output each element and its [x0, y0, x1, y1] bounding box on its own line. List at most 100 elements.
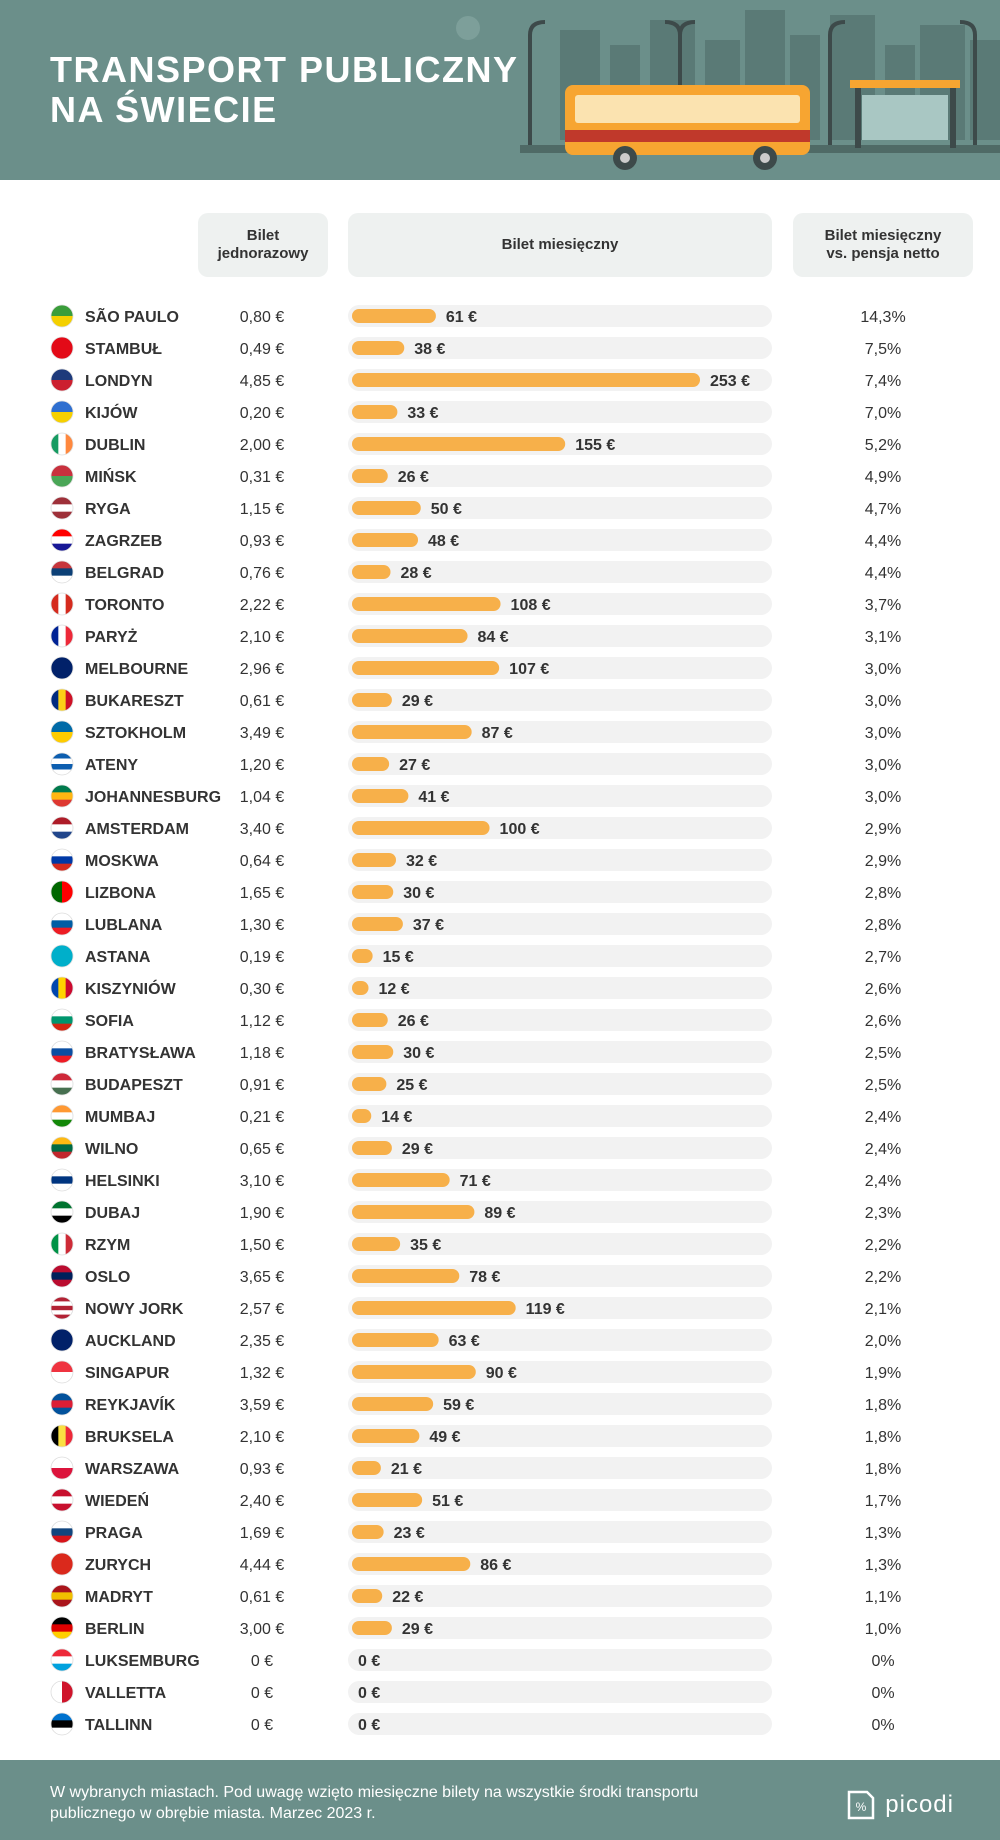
ratio-value: 1,3%	[865, 1525, 901, 1542]
city-label: KIJÓW	[85, 403, 138, 422]
flag-icon	[51, 1201, 73, 1223]
flag-outline	[50, 1488, 74, 1512]
flag-outline	[50, 1680, 74, 1704]
page-title: TRANSPORT PUBLICZNY NA ŚWIECIE	[50, 50, 519, 130]
flag-outline	[50, 720, 74, 744]
flag-outline	[50, 1200, 74, 1224]
ratio-value: 2,6%	[865, 981, 901, 998]
bar-track	[348, 305, 772, 327]
bar	[352, 1109, 372, 1123]
city-label: SOFIA	[85, 1013, 134, 1030]
single-ticket-value: 3,65 €	[240, 1269, 285, 1286]
city-label: WILNO	[85, 1141, 138, 1158]
single-ticket-value: 0,65 €	[240, 1141, 285, 1158]
bar-value-label: 29 €	[402, 1141, 433, 1158]
table-row: OSLO 3,65 € 78 € 2,2%	[50, 1264, 901, 1288]
table-row: VALLETTA 0 € 0 € 0%	[50, 1680, 895, 1704]
table-row: MUMBAJ 0,21 € 14 € 2,4%	[50, 1104, 901, 1128]
flag-outline	[50, 1232, 74, 1256]
table-row: MIŃSK 0,31 € 26 € 4,9%	[50, 464, 901, 488]
bar-track	[348, 1041, 772, 1063]
flag-icon	[51, 1713, 73, 1735]
single-ticket-value: 2,00 €	[240, 437, 285, 454]
header: TRANSPORT PUBLICZNY NA ŚWIECIE	[0, 0, 1000, 180]
flag-outline	[50, 560, 74, 584]
single-ticket-value: 0,21 €	[240, 1109, 285, 1126]
bar	[352, 309, 436, 323]
city-label: DUBLIN	[85, 437, 145, 454]
ratio-value: 3,0%	[865, 693, 901, 710]
flag-outline	[50, 432, 74, 456]
bar-value-label: 14 €	[381, 1109, 412, 1126]
bar	[352, 725, 472, 739]
flag-icon	[51, 721, 73, 743]
table-row: ZURYCH 4,44 € 86 € 1,3%	[50, 1552, 901, 1576]
ratio-value: 2,0%	[865, 1333, 901, 1350]
table-row: BUKARESZT 0,61 € 29 € 3,0%	[50, 688, 901, 712]
city-label: TALLINN	[85, 1717, 152, 1734]
ratio-value: 2,3%	[865, 1205, 901, 1222]
table-row: ASTANA 0,19 € 15 € 2,7%	[50, 944, 901, 968]
bar-track	[348, 689, 772, 711]
ratio-value: 1,9%	[865, 1365, 901, 1382]
table-row: LONDYN 4,85 € 253 € 7,4%	[50, 368, 901, 392]
bar-track	[348, 1585, 772, 1607]
single-ticket-value: 0 €	[251, 1685, 273, 1702]
flag-outline	[50, 688, 74, 712]
ratio-value: 2,9%	[865, 853, 901, 870]
single-ticket-value: 2,40 €	[240, 1493, 285, 1510]
flag-icon	[51, 1457, 73, 1479]
bar	[352, 1333, 439, 1347]
bar-track	[348, 1105, 772, 1127]
table-row: BRATYSŁAWA 1,18 € 30 € 2,5%	[50, 1040, 901, 1064]
bar-track	[348, 1137, 772, 1159]
flag-outline	[50, 752, 74, 776]
bar-value-label: 71 €	[460, 1173, 491, 1190]
bar-value-label: 84 €	[478, 629, 509, 646]
bus-stop-icon	[850, 80, 960, 148]
flag-outline	[50, 1584, 74, 1608]
bar-value-label: 50 €	[431, 501, 462, 518]
flag-outline	[50, 1456, 74, 1480]
bar-value-label: 90 €	[486, 1365, 517, 1382]
city-label: NOWY JORK	[85, 1301, 184, 1318]
ratio-value: 1,8%	[865, 1397, 901, 1414]
bar-value-label: 49 €	[429, 1429, 460, 1446]
bar-value-label: 63 €	[449, 1333, 480, 1350]
single-ticket-value: 2,10 €	[240, 629, 285, 646]
ratio-value: 2,6%	[865, 1013, 901, 1030]
single-ticket-value: 1,18 €	[240, 1045, 285, 1062]
flag-icon	[51, 881, 73, 903]
flag-outline	[50, 336, 74, 360]
flag-icon	[51, 369, 73, 391]
bar-value-label: 51 €	[432, 1493, 463, 1510]
flag-outline	[50, 1360, 74, 1384]
bar-value-label: 22 €	[392, 1589, 423, 1606]
flag-icon	[51, 753, 73, 775]
bar-value-label: 61 €	[446, 309, 477, 326]
bar-value-label: 38 €	[414, 341, 445, 358]
bar-value-label: 26 €	[398, 469, 429, 486]
ratio-value: 2,5%	[865, 1045, 901, 1062]
flag-outline	[50, 1168, 74, 1192]
bar-track	[348, 945, 772, 967]
bar-track	[348, 1681, 772, 1703]
bar-track	[348, 1649, 772, 1671]
single-ticket-value: 4,44 €	[240, 1557, 285, 1574]
ratio-value: 3,7%	[865, 597, 901, 614]
flag-icon	[51, 401, 73, 423]
city-label: MUMBAJ	[85, 1109, 155, 1126]
single-ticket-value: 0,64 €	[240, 853, 285, 870]
bar	[352, 1045, 394, 1059]
city-label: OSLO	[85, 1269, 130, 1286]
table-row: DUBAJ 1,90 € 89 € 2,3%	[50, 1200, 901, 1224]
city-label: BUKARESZT	[85, 693, 184, 710]
city-label: BERLIN	[85, 1621, 145, 1638]
bar-value-label: 15 €	[383, 949, 414, 966]
bar-track	[348, 1425, 772, 1447]
flag-outline	[50, 1104, 74, 1128]
single-ticket-value: 1,12 €	[240, 1013, 285, 1030]
city-label: ZAGRZEB	[85, 533, 162, 550]
bar-track	[348, 1489, 772, 1511]
bar-value-label: 87 €	[482, 725, 513, 742]
